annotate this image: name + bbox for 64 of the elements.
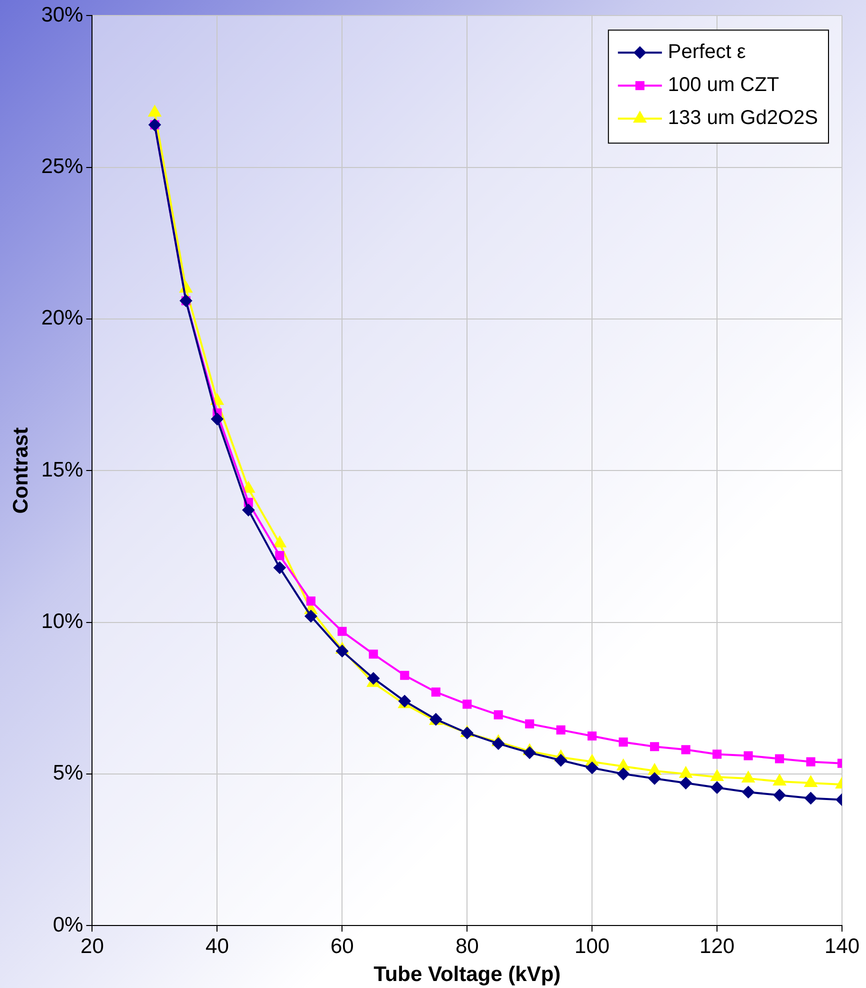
point [774, 789, 786, 802]
x-tick-label: 80 [455, 934, 479, 958]
point [368, 650, 378, 659]
x-tick-label: 100 [574, 934, 610, 958]
point [648, 764, 661, 775]
point [554, 754, 567, 766]
point [524, 746, 536, 759]
x-tick-label: 60 [330, 934, 354, 958]
point [431, 688, 440, 697]
point [556, 725, 566, 734]
y-tick-label: 30% [41, 3, 84, 26]
point [242, 482, 255, 493]
point [525, 719, 534, 728]
point [618, 738, 628, 747]
point [148, 106, 161, 117]
point [744, 751, 753, 760]
point [338, 626, 347, 636]
point [586, 762, 598, 774]
point [742, 786, 754, 798]
x-tick-label: 120 [700, 934, 735, 958]
point [367, 672, 380, 684]
y-tick-label: 0% [52, 913, 84, 936]
point [681, 745, 690, 754]
point [774, 754, 784, 764]
point [680, 766, 692, 778]
point [275, 551, 284, 560]
point [804, 776, 817, 788]
point [648, 772, 661, 784]
y-axis-title: Contrast [9, 427, 32, 514]
legend-label: 100 um CZT [668, 74, 780, 96]
point [494, 710, 503, 720]
legend-label: 133 um Gd2O2S [668, 107, 818, 130]
x-tick-label: 40 [206, 934, 229, 958]
point [617, 759, 630, 770]
point [650, 742, 660, 752]
point [710, 770, 724, 781]
point [462, 700, 472, 709]
point [400, 670, 410, 680]
point [588, 731, 597, 741]
point [712, 750, 722, 759]
y-tick-label: 20% [41, 306, 84, 330]
point [680, 777, 692, 790]
point [804, 792, 817, 804]
point [336, 645, 348, 658]
point [306, 596, 316, 606]
point [492, 738, 504, 750]
point [617, 768, 630, 780]
point [773, 774, 786, 786]
point [742, 771, 754, 782]
y-tick-label: 10% [41, 610, 84, 634]
y-tick-label: 5% [52, 762, 84, 785]
point [711, 782, 724, 794]
x-axis-title: Tube Voltage (kVp) [374, 963, 561, 986]
y-tick-label: 15% [41, 458, 84, 482]
point [274, 562, 286, 574]
point [273, 536, 286, 548]
x-tick-label: 140 [824, 934, 860, 958]
point [242, 504, 254, 516]
y-tick-label: 25% [41, 155, 84, 178]
point [211, 413, 224, 426]
point [304, 610, 317, 622]
x-tick-label: 20 [80, 934, 104, 958]
point [806, 757, 816, 766]
legend-label: Perfect ε [668, 41, 746, 64]
